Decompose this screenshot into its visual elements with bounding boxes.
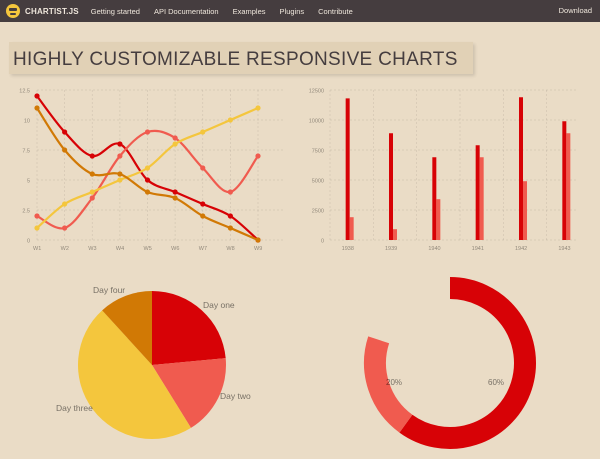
series-2-point (200, 165, 206, 171)
pie-label: Day four (93, 285, 125, 295)
series-3-point (200, 129, 206, 135)
series-4-point (117, 171, 123, 177)
x-tick-label: W2 (61, 246, 69, 252)
y-tick-label: 5000 (312, 179, 324, 185)
logo[interactable]: CHARTIST.JS (6, 4, 79, 18)
series-3-point (117, 177, 123, 183)
x-tick-label: 1939 (385, 246, 397, 252)
x-tick-label: 1942 (515, 246, 527, 252)
x-tick-label: W9 (254, 246, 262, 252)
series-2-point (227, 189, 233, 195)
x-tick-label: W8 (226, 246, 234, 252)
series-2-point (255, 153, 261, 159)
series-2-point (62, 225, 68, 231)
y-tick-label: 12.5 (19, 89, 30, 95)
nav-download[interactable]: Download (558, 6, 592, 15)
series-4-point (255, 237, 261, 243)
y-tick-label: 0 (27, 239, 30, 245)
y-tick-label: 10 (24, 119, 30, 125)
donut-segment-2 (364, 336, 413, 433)
pie-slice-3 (77, 310, 191, 439)
series-3-point (227, 117, 233, 123)
series-2-point (34, 213, 40, 219)
pie-slice-1 (152, 291, 226, 365)
series-4-point (172, 195, 178, 201)
nav-api-documentation[interactable]: API Documentation (153, 6, 219, 16)
series-1-point (200, 201, 206, 207)
pie-slice-4 (102, 291, 152, 365)
line-chart: 0 2.5 5 7.5 10 12.5 W1 W2 W3 W4 W5 W6 W7 W8 W9 (19, 89, 283, 252)
donut-segment-1 (399, 277, 536, 449)
series-3-point (89, 189, 95, 195)
y-tick-label: 5 (27, 179, 30, 185)
hero-title: HIGHLY CUSTOMIZABLE RESPONSIVE CHARTS (13, 49, 458, 70)
series-4-point (144, 189, 151, 195)
pie-slice-2 (152, 358, 226, 428)
donut-label: 20% (386, 378, 402, 387)
nav-contribute[interactable]: Contribute (318, 6, 353, 16)
series-1-point (117, 141, 123, 147)
series-1-point (89, 153, 95, 159)
series-1-point (62, 129, 68, 135)
x-tick-label: W4 (116, 246, 124, 252)
series-4-point (89, 171, 95, 177)
series-1-point (34, 93, 40, 99)
x-tick-label: 1943 (558, 246, 570, 252)
series-4-point (62, 147, 68, 153)
x-tick-label: 1940 (428, 246, 440, 252)
series-2-point (144, 129, 151, 135)
y-tick-label: 7500 (312, 149, 324, 155)
series-1-point (227, 213, 233, 219)
donut-label: 60% (488, 378, 504, 387)
bar-chart: 0 2500 5000 7500 10000 12500 1938 1939 1940 1941 1… (309, 89, 578, 252)
series-2-point (89, 195, 95, 201)
nav-plugins[interactable]: Plugins (279, 6, 305, 16)
x-tick-label: W3 (88, 246, 96, 252)
series-3-point (62, 201, 68, 207)
series-2-point (172, 135, 178, 141)
series-1-point (172, 189, 178, 195)
pie-label: Day two (220, 391, 251, 401)
x-tick-label: W5 (144, 246, 152, 252)
x-tick-label: W1 (33, 246, 41, 252)
pie-label: Day one (203, 300, 235, 310)
y-tick-label: 2500 (312, 209, 324, 215)
series-3-point (255, 105, 261, 111)
series-4-point (200, 213, 206, 219)
top-navbar: CHARTIST.JS Getting started API Document… (0, 0, 600, 22)
x-tick-label: W6 (171, 246, 179, 252)
series-3-point (144, 165, 151, 171)
pie-chart: Day one Day two Day three Day four (56, 285, 251, 439)
series-3-point (172, 141, 178, 147)
hero-banner: HIGHLY CUSTOMIZABLE RESPONSIVE CHARTS (9, 42, 473, 74)
series-4-point (227, 225, 233, 231)
pie-label: Day three (56, 403, 93, 413)
logo-text: CHARTIST.JS (25, 6, 79, 16)
chartist-logo-icon (6, 4, 20, 18)
y-tick-label: 7.5 (22, 149, 30, 155)
nav-getting-started[interactable]: Getting started (90, 6, 140, 16)
x-tick-label: W7 (199, 246, 207, 252)
donut-chart: 60% 20% (364, 277, 536, 449)
series-4-point (34, 105, 40, 111)
series-3-point (34, 225, 40, 231)
series-2-point (117, 153, 123, 159)
x-tick-label: 1941 (472, 246, 484, 252)
y-tick-label: 0 (321, 239, 324, 245)
x-tick-label: 1938 (342, 246, 354, 252)
y-tick-label: 2.5 (22, 209, 30, 215)
nav-examples[interactable]: Examples (232, 6, 266, 16)
y-tick-label: 10000 (309, 119, 324, 125)
y-tick-label: 12500 (309, 89, 324, 95)
series-1-point (144, 177, 151, 183)
